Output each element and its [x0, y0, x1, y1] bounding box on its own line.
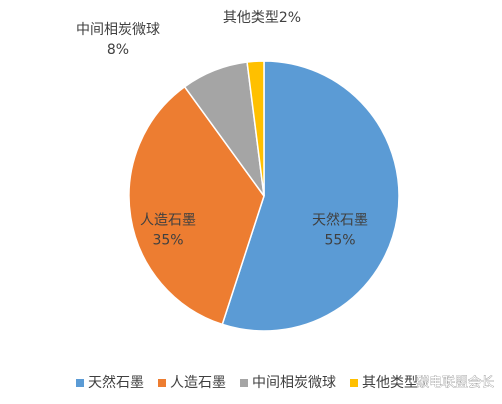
slice-label: 人造石墨: [140, 213, 196, 229]
pie-slice: [246, 60, 265, 197]
legend-marker: [240, 379, 248, 387]
legend-marker: [158, 379, 166, 387]
pie-slice: [221, 60, 400, 332]
legend-marker: [350, 379, 358, 387]
watermark: 碳电联盟会长: [416, 376, 494, 391]
legend-marker: [76, 379, 84, 387]
legend-label: 天然石墨: [88, 374, 144, 391]
legend-label: 人造石墨: [170, 375, 226, 391]
slice-value-label: 55%: [324, 233, 355, 249]
slice-value-label: 35%: [152, 233, 183, 249]
legend-label: 其他类型: [362, 375, 418, 391]
slice-value-label: 8%: [107, 42, 129, 58]
slice-label: 中间相炭微球: [76, 22, 160, 38]
pie-slice: [128, 85, 265, 326]
slice-label: 其他类型: [223, 10, 279, 26]
slice-label-group: 其他类型2%: [223, 10, 301, 26]
slice-label: 天然石墨: [312, 212, 368, 229]
slice-value-label: 2%: [279, 10, 301, 26]
legend-label: 中间相炭微球: [252, 375, 336, 391]
